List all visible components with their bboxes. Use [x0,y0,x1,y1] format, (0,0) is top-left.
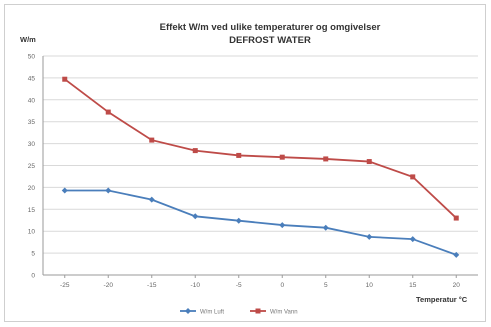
y-tick-label: 10 [28,229,36,236]
data-point [322,224,329,231]
x-tick-label: -20 [104,282,114,289]
legend-label: W/m Vann [270,310,298,316]
x-tick-label: 5 [324,282,328,289]
data-point [409,236,416,243]
y-tick-label: 5 [31,251,35,258]
data-point [105,187,112,194]
legend-label: W/m Luft [200,310,224,316]
y-tick-label: 0 [31,273,35,280]
data-point [61,187,68,194]
x-tick-label: -15 [147,282,157,289]
data-point [366,233,373,240]
data-point [236,152,242,158]
data-point [453,251,460,258]
series-group [61,76,460,258]
x-axis-label: Temperatur °C [416,295,468,304]
data-point [235,217,242,224]
y-tick-label: 50 [28,54,36,61]
chart-subtitle: DEFROST WATER [229,35,311,46]
chart-frame [4,4,486,322]
y-axis-label: W/m [20,35,36,44]
data-point [149,137,155,143]
data-point [148,196,155,203]
data-point [366,159,372,165]
series-line-2 [64,78,457,219]
legend-marker [255,308,261,314]
y-tick-label: 30 [28,141,36,148]
y-tick-label: 25 [28,163,36,170]
data-point [62,76,68,82]
y-tick-label: 45 [28,75,36,82]
data-point [279,222,286,229]
x-tick-label: -25 [60,282,70,289]
legend-marker [185,308,191,314]
chart-title: Effekt W/m ved ulike temperaturer og omg… [160,22,381,33]
x-tick-label: 20 [453,282,461,289]
data-point [410,174,416,180]
x-tick-label: -10 [191,282,201,289]
y-tick-label: 35 [28,119,36,126]
y-tick-label: 20 [28,185,36,192]
x-tick-label: -5 [236,282,242,289]
axes: 0 5 10 15 20 25 30 35 40 45 50 -25 -20 -15 -10 -5 0 5 10 15… [28,54,478,289]
data-point [279,154,285,160]
x-tick-label: 0 [280,282,284,289]
y-tick-label: 15 [28,207,36,214]
legend: W/m Luft W/m Vann [180,308,298,316]
data-point [192,148,198,154]
x-tick-label: 15 [409,282,417,289]
data-point [105,109,111,115]
y-tick-label: 40 [28,97,36,104]
data-point [192,213,199,220]
x-tick-label: 10 [366,282,374,289]
series-line-1 [64,189,457,256]
data-point [323,156,329,162]
data-point [453,215,459,221]
gridlines [43,55,478,254]
